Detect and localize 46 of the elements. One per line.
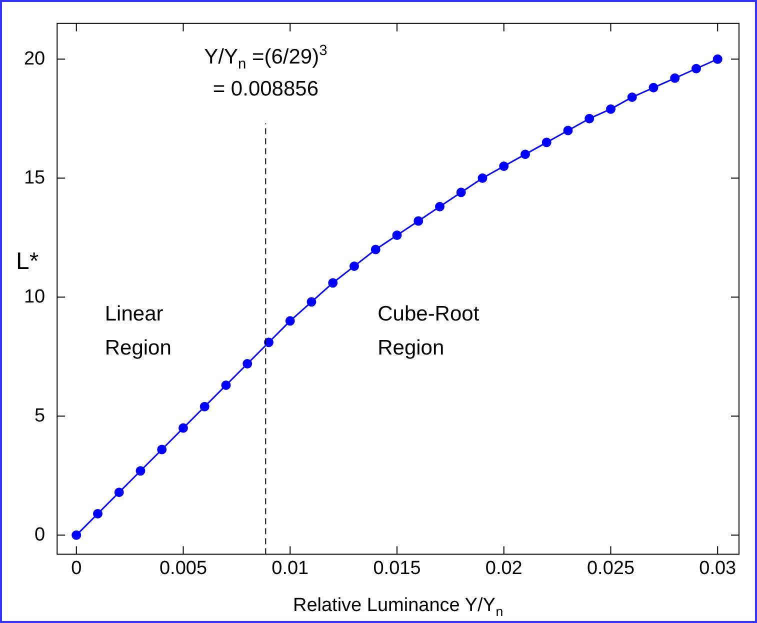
point [499, 161, 509, 171]
y-tick-label: 15 [24, 167, 46, 188]
point [306, 297, 316, 307]
point [200, 402, 210, 412]
point [285, 316, 295, 326]
y-tick-label: 5 [34, 405, 46, 426]
y-tick-label: 0 [34, 524, 46, 546]
point [712, 54, 722, 64]
point [563, 126, 573, 136]
point [264, 338, 274, 348]
point [456, 188, 466, 198]
y-tick-label: 20 [24, 48, 46, 70]
x-tick-label: 0 [71, 558, 82, 579]
point [242, 359, 252, 369]
point [670, 73, 680, 83]
x-tick-label: 0.02 [485, 558, 522, 579]
point [584, 114, 594, 124]
point [627, 92, 637, 102]
point [157, 444, 167, 454]
point [392, 230, 402, 240]
x-tick-label: 0.03 [699, 558, 736, 579]
point [520, 150, 530, 160]
x-tick-label: 0.025 [586, 558, 635, 579]
y-axis-title: L* [16, 248, 39, 275]
x-tick-label: 0.015 [373, 558, 421, 579]
point [692, 64, 701, 74]
point [414, 216, 424, 226]
point [606, 104, 616, 114]
point [136, 466, 146, 476]
point [178, 423, 188, 433]
y-tick-label: 10 [24, 286, 46, 308]
point [478, 173, 488, 183]
point [221, 380, 231, 390]
point [114, 488, 124, 498]
point [435, 202, 444, 212]
annotation: Linear Region [104, 302, 172, 360]
point [648, 82, 658, 92]
x-tick-label: 0.01 [272, 558, 309, 579]
x-tick-label: 0.005 [159, 558, 208, 579]
point [542, 138, 552, 148]
point [370, 244, 380, 254]
annotation: Cube-Root Region [378, 302, 480, 360]
point [350, 261, 359, 271]
point [92, 508, 102, 518]
point [72, 530, 82, 540]
point [328, 278, 338, 288]
